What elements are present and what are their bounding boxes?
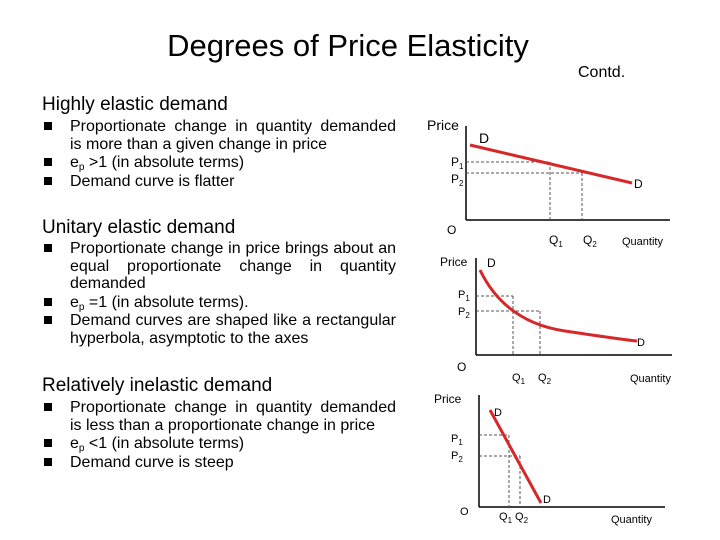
list-item: Proportionate change in price brings abo… — [42, 240, 396, 293]
diagram-unitary-elastic: Price D D P1 P2 O Q1 Q2 Quantity — [440, 255, 672, 386]
p2-label: P2 — [458, 306, 470, 320]
origin-label: O — [457, 360, 466, 374]
curve-label-start: D — [487, 256, 496, 270]
relatively-inelastic-list: Proportionate change in quantity demande… — [42, 399, 396, 471]
list-item: Proportionate change in quantity demande… — [42, 399, 396, 434]
bullet-square-icon — [44, 316, 52, 324]
list-item: ep >1 (in absolute terms) — [42, 154, 396, 173]
origin-label: O — [460, 506, 469, 518]
section-heading-relatively-inelastic: Relatively inelastic demand — [42, 375, 273, 396]
list-item: ep =1 (in absolute terms). — [42, 294, 396, 312]
quantity-axis-label: Quantity — [611, 514, 652, 526]
p1-label: P1 — [451, 433, 463, 447]
demand-curve — [478, 269, 638, 343]
curve-label-start: D — [494, 407, 502, 419]
bullet-square-icon — [44, 439, 52, 447]
bullet-square-icon — [44, 457, 52, 466]
curve-label-end: D — [634, 177, 643, 191]
contd-label: Contd. — [578, 64, 626, 81]
bullet-square-icon — [44, 158, 52, 166]
bullet-square-icon — [44, 403, 52, 411]
page-title: Degrees of Price Elasticity — [167, 28, 529, 63]
p1-label: P1 — [458, 289, 470, 303]
p2-label: P2 — [451, 450, 463, 464]
q1-label: Q1 — [499, 511, 513, 525]
bullet-square-icon — [44, 244, 52, 252]
curve-label-end: D — [543, 494, 551, 506]
q2-label: Q2 — [538, 372, 552, 386]
diagram-relatively-inelastic: Price D D P1 P2 O Q1 Q2 Quantity — [434, 392, 665, 526]
bullet-square-icon — [44, 122, 52, 130]
demand-curve — [488, 409, 543, 504]
list-item: ep <1 (in absolute terms) — [42, 435, 396, 454]
bullet-square-icon — [44, 176, 52, 185]
p2-label: P2 — [451, 172, 464, 188]
curve-label-end: D — [637, 337, 645, 349]
price-axis-label: Price — [434, 392, 462, 406]
quantity-axis-label: Quantity — [630, 373, 671, 385]
price-axis-label: Price — [440, 255, 468, 269]
list-item: Demand curves are shaped like a rectangu… — [42, 312, 396, 347]
origin-label: O — [447, 223, 456, 237]
section-heading-unitary-elastic: Unitary elastic demand — [42, 217, 236, 238]
q1-label: Q1 — [512, 372, 526, 386]
list-item: Demand curve is steep — [42, 454, 396, 472]
quantity-axis-label: Quantity — [622, 236, 663, 248]
demand-curve — [469, 143, 633, 185]
price-axis-label: Price — [427, 117, 459, 133]
list-item: Proportionate change in quantity demande… — [42, 118, 396, 153]
q2-label: Q2 — [583, 233, 597, 249]
unitary-elastic-list: Proportionate change in price brings abo… — [42, 240, 396, 347]
diagram-highly-elastic: Price D D P1 P2 O Q1 Q2 Quantity — [427, 117, 670, 249]
q2-label: Q2 — [515, 511, 529, 525]
list-item: Demand curve is flatter — [42, 173, 396, 191]
bullet-square-icon — [44, 297, 52, 306]
q1-label: Q1 — [549, 233, 563, 249]
p1-label: P1 — [451, 155, 464, 171]
highly-elastic-list: Proportionate change in quantity demande… — [42, 118, 396, 190]
curve-label-start: D — [479, 130, 489, 146]
section-heading-highly-elastic: Highly elastic demand — [42, 94, 228, 115]
